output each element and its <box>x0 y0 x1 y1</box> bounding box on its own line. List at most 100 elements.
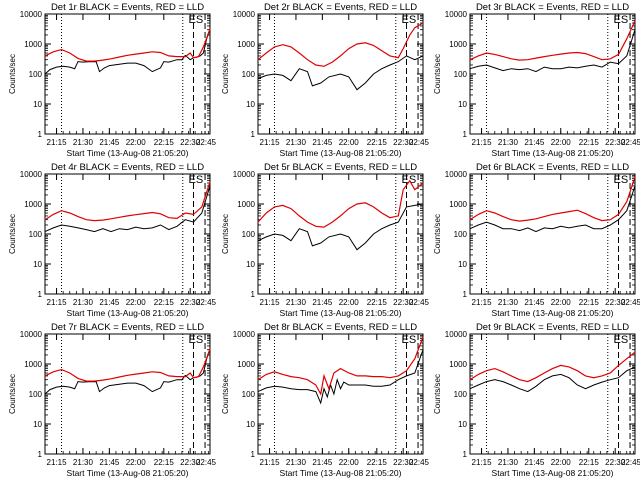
x-tick-label: 22:15 <box>154 138 175 147</box>
y-tick-label: 100 <box>29 230 43 239</box>
x-tick-label: 21:30 <box>498 458 519 467</box>
y-tick-label: 100 <box>242 230 256 239</box>
y-tick-label: 10 <box>33 420 42 429</box>
y-tick-label: 1000 <box>24 200 42 209</box>
series-line-black <box>44 349 211 395</box>
y-tick-label: 1 <box>38 290 43 299</box>
x-tick-label: 21:15 <box>47 138 68 147</box>
x-tick-label: 21:45 <box>524 458 545 467</box>
y-tick-label: 1 <box>463 450 468 459</box>
panel-det-1: Det 1r BLACK = Events, RED = LLD 1 10 100 10… <box>8 2 217 158</box>
panel-title: Det 8r BLACK = Events, RED = LLD <box>264 322 417 333</box>
series-line-red <box>44 348 211 382</box>
plot-frame <box>469 173 636 295</box>
series-line-red <box>44 181 211 222</box>
x-tick-label: 22:00 <box>126 458 147 467</box>
y-tick-label: 10 <box>33 100 42 109</box>
plot-frame <box>44 173 211 295</box>
y-tick-label: 1 <box>463 290 468 299</box>
x-tick-label: 21:15 <box>472 298 493 307</box>
series-line-red <box>44 28 211 62</box>
y-tick-label: 10 <box>246 420 255 429</box>
y-tick-label: 1000 <box>237 40 255 49</box>
x-tick-label: 22:15 <box>367 298 388 307</box>
y-axis-label: Counts/sec <box>433 374 442 414</box>
y-tick-label: 10 <box>458 260 467 269</box>
y-tick-label: 1 <box>38 130 43 139</box>
y-tick-label: 10000 <box>20 170 43 179</box>
x-tick-label: 21:15 <box>472 138 493 147</box>
x-tick-label: 22:30 <box>393 298 414 307</box>
series-line-red <box>257 336 424 396</box>
x-tick-label: 21:45 <box>99 458 120 467</box>
y-tick-label: 1 <box>251 290 256 299</box>
series-line-black <box>469 29 636 73</box>
x-tick-label: 21:30 <box>73 298 94 307</box>
series-line-black <box>257 349 424 405</box>
y-axis-label: Counts/sec <box>8 374 17 414</box>
y-tick-label: 10000 <box>20 330 43 339</box>
es-annotation: ES <box>402 14 417 26</box>
y-axis-label: Counts/sec <box>8 54 17 94</box>
series-line-red <box>469 351 636 383</box>
y-tick-label: 1 <box>251 450 256 459</box>
y-tick-label: 10000 <box>445 10 468 19</box>
y-tick-label: 10 <box>246 100 255 109</box>
panel-title: Det 7r BLACK = Events, RED = LLD <box>51 322 204 333</box>
x-tick-label: 21:15 <box>472 458 493 467</box>
series-line-red <box>469 20 636 61</box>
panel-title: Det 4r BLACK = Events, RED = LLD <box>51 162 204 173</box>
x-tick-label: 22:45 <box>621 138 640 147</box>
x-tick-label: 22:15 <box>579 458 600 467</box>
y-tick-label: 10 <box>458 100 467 109</box>
panel-det-4: Det 4r BLACK = Events, RED = LLD 1 10 100 10… <box>8 162 217 318</box>
x-axis-label: Start Time (13-Aug-08 21:05:20) <box>280 308 402 318</box>
series-line-black <box>257 203 424 251</box>
y-tick-label: 100 <box>29 70 43 79</box>
x-axis-label: Start Time (13-Aug-08 21:05:20) <box>492 308 614 318</box>
x-tick-label: 22:30 <box>605 298 626 307</box>
panel-title: Det 3r BLACK = Events, RED = LLD <box>476 2 629 13</box>
y-tick-label: 1000 <box>237 360 255 369</box>
x-tick-label: 22:30 <box>605 138 626 147</box>
y-tick-label: 100 <box>454 390 468 399</box>
x-tick-label: 21:30 <box>286 458 307 467</box>
y-tick-label: 1000 <box>24 360 42 369</box>
y-tick-label: 100 <box>29 390 43 399</box>
y-tick-label: 1 <box>463 130 468 139</box>
y-axis-label: Counts/sec <box>8 214 17 254</box>
x-tick-label: 22:45 <box>196 298 217 307</box>
x-tick-label: 22:00 <box>339 138 360 147</box>
x-tick-label: 21:45 <box>524 138 545 147</box>
es-annotation: ES <box>189 174 204 186</box>
x-tick-label: 22:45 <box>409 298 430 307</box>
y-tick-label: 100 <box>454 230 468 239</box>
panel-det-9: Det 9r BLACK = Events, RED = LLD 1 10 100 10… <box>433 322 640 478</box>
y-axis-label: Counts/sec <box>433 214 442 254</box>
es-annotation: ES <box>189 14 204 26</box>
x-tick-label: 22:30 <box>393 458 414 467</box>
y-tick-label: 10000 <box>445 170 468 179</box>
x-tick-label: 22:15 <box>154 458 175 467</box>
y-tick-label: 1 <box>251 130 256 139</box>
x-tick-label: 22:15 <box>367 138 388 147</box>
x-axis-label: Start Time (13-Aug-08 21:05:20) <box>67 308 189 318</box>
panel-title: Det 5r BLACK = Events, RED = LLD <box>264 162 417 173</box>
y-tick-label: 1 <box>38 450 43 459</box>
panel-title: Det 9r BLACK = Events, RED = LLD <box>476 322 629 333</box>
plot-frame <box>257 333 424 455</box>
y-tick-label: 1000 <box>449 360 467 369</box>
x-tick-label: 21:45 <box>524 298 545 307</box>
series-line-red <box>257 22 424 67</box>
y-tick-label: 10000 <box>233 170 256 179</box>
es-annotation: ES <box>614 174 629 186</box>
panel-title: Det 6r BLACK = Events, RED = LLD <box>476 162 629 173</box>
plot-frame <box>44 333 211 455</box>
x-axis-label: Start Time (13-Aug-08 21:05:20) <box>280 468 402 478</box>
y-tick-label: 100 <box>242 70 256 79</box>
x-axis-label: Start Time (13-Aug-08 21:05:20) <box>67 468 189 478</box>
x-tick-label: 22:00 <box>551 458 572 467</box>
x-tick-label: 22:00 <box>126 298 147 307</box>
series-line-black <box>257 55 424 91</box>
panel-title: Det 1r BLACK = Events, RED = LLD <box>51 2 204 13</box>
